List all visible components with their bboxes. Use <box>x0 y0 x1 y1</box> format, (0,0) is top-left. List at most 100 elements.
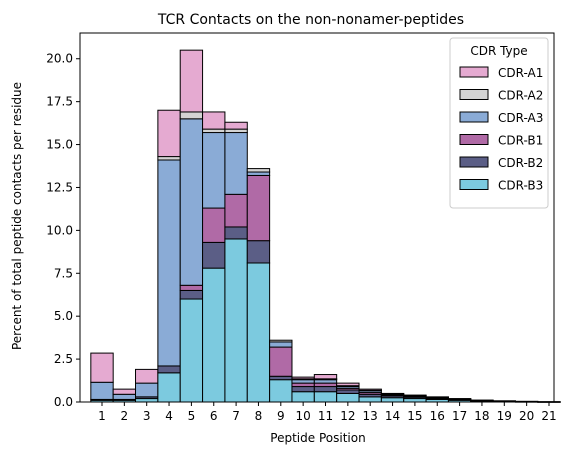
y-tick-label: 10.0 <box>46 223 73 237</box>
bar-cdr-b3-pos-8 <box>246 262 271 403</box>
bar-cdr-a2-pos-4 <box>157 156 181 161</box>
x-tick-label: 12 <box>340 409 355 423</box>
x-tick-label: 18 <box>474 409 489 423</box>
bar-cdr-a1-pos-14 <box>380 392 405 395</box>
bar-cdr-a3-pos-8 <box>246 171 271 176</box>
bar-cdr-b3-pos-13 <box>358 396 382 403</box>
bar-cdr-a3-pos-3 <box>135 382 159 398</box>
bar-cdr-a3-pos-18 <box>470 399 494 402</box>
y-tick-label: 0.0 <box>54 395 73 409</box>
legend-swatch-cdr-a2 <box>459 89 489 100</box>
x-tick-label: 20 <box>519 409 534 423</box>
x-tick-label: 6 <box>210 409 218 423</box>
bar-cdr-b3-pos-4 <box>157 372 181 403</box>
bars-group <box>90 49 561 403</box>
bar-cdr-b1-pos-6 <box>202 207 226 243</box>
bar-cdr-b3-pos-9 <box>269 379 293 403</box>
axes-group: 0.02.55.07.510.012.515.017.520.01 2 3 4 5 6 7 8… <box>46 32 557 423</box>
y-tick-label: 17.5 <box>46 95 73 109</box>
bar-cdr-b2-pos-11 <box>313 386 338 393</box>
bar-cdr-a3-pos-4 <box>157 159 181 367</box>
bar-cdr-a1-pos-6 <box>202 111 226 130</box>
legend-label-cdr-a3: CDR-A3 <box>498 111 543 125</box>
legend-label-cdr-a1: CDR-A1 <box>498 66 543 80</box>
x-tick-label: 15 <box>407 409 422 423</box>
bar-cdr-a3-pos-1 <box>90 381 114 400</box>
bar-cdr-b2-pos-4 <box>157 365 181 374</box>
legend-label-cdr-b2: CDR-B2 <box>498 156 543 170</box>
bar-cdr-a1-pos-1 <box>90 352 114 383</box>
bar-cdr-a1-pos-11 <box>313 374 338 380</box>
bar-cdr-b1-pos-10 <box>291 382 315 388</box>
legend: CDR Type CDR-A1 CDR-A2 CDR-A3 CDR-B1 CDR-B2 CD… <box>449 37 549 209</box>
y-tick-label: 15.0 <box>46 138 73 152</box>
bar-cdr-a1-pos-15 <box>403 394 427 397</box>
bar-cdr-a1-pos-4 <box>157 109 181 158</box>
y-tick-label: 5.0 <box>54 309 73 323</box>
bar-cdr-b3-pos-5 <box>179 298 204 403</box>
bar-cdr-a1-pos-5 <box>179 49 204 113</box>
x-tick-label: 19 <box>497 409 512 423</box>
bar-cdr-b2-pos-8 <box>246 240 271 264</box>
bar-cdr-a3-pos-6 <box>202 132 226 209</box>
x-tick-label: 21 <box>541 409 556 423</box>
y-axis-label: Percent of total peptide contacts per re… <box>10 82 24 350</box>
bar-cdr-a3-pos-19 <box>492 400 516 402</box>
bar-cdr-a1-pos-3 <box>135 368 159 384</box>
bar-cdr-a1-pos-2 <box>112 388 137 395</box>
bar-cdr-a2-pos-6 <box>202 128 226 134</box>
plot-frame <box>79 32 555 403</box>
x-axis-label: Peptide Position <box>270 431 365 445</box>
bar-cdr-b1-pos-5 <box>179 284 204 291</box>
x-tick-label: 13 <box>363 409 378 423</box>
bar-cdr-b3-pos-6 <box>202 267 226 403</box>
bar-cdr-b3-pos-7 <box>224 238 248 403</box>
bar-cdr-a2-pos-5 <box>179 111 204 120</box>
bar-cdr-b3-pos-12 <box>336 392 360 403</box>
x-tick-label: 1 <box>98 409 106 423</box>
x-tick-label: 9 <box>277 409 285 423</box>
x-tick-label: 7 <box>232 409 240 423</box>
bar-cdr-a3-pos-9 <box>269 341 293 348</box>
bar-cdr-a3-pos-17 <box>447 398 472 400</box>
legend-label-cdr-b3: CDR-B3 <box>498 179 543 193</box>
x-tick-label: 14 <box>385 409 400 423</box>
x-tick-label: 10 <box>296 409 311 423</box>
x-tick-label: 16 <box>430 409 445 423</box>
bar-cdr-a1-pos-13 <box>358 388 382 391</box>
x-tick-label: 5 <box>188 409 196 423</box>
bar-cdr-a3-pos-5 <box>179 118 204 286</box>
legend-swatch-cdr-b2 <box>459 156 489 168</box>
bar-cdr-b3-pos-15 <box>403 398 427 403</box>
legend-title: CDR Type <box>470 44 527 58</box>
bar-cdr-b3-pos-3 <box>135 398 159 403</box>
x-tick-label: 8 <box>255 409 263 423</box>
y-tick-label: 20.0 <box>46 52 73 66</box>
bar-cdr-b1-pos-8 <box>246 174 271 242</box>
bar-cdr-a1-pos-7 <box>224 121 248 130</box>
bar-cdr-a3-pos-7 <box>224 132 248 195</box>
bar-cdr-a3-pos-11 <box>313 379 338 384</box>
bar-cdr-b2-pos-10 <box>291 386 315 393</box>
bar-cdr-a2-pos-9 <box>269 339 293 343</box>
bar-cdr-b3-pos-10 <box>291 391 315 403</box>
y-tick-label: 7.5 <box>54 266 73 280</box>
bar-cdr-b1-pos-9 <box>269 346 293 377</box>
bar-cdr-b2-pos-5 <box>179 289 204 300</box>
x-tick-label: 4 <box>165 409 173 423</box>
legend-swatch-cdr-a3 <box>459 111 489 123</box>
bar-cdr-a3-pos-2 <box>112 393 137 400</box>
y-tick-label: 12.5 <box>46 180 73 194</box>
x-tick-label: 11 <box>318 409 333 423</box>
bar-cdr-b3-pos-14 <box>380 397 405 403</box>
bar-cdr-a1-pos-12 <box>336 382 360 387</box>
bar-cdr-b1-pos-11 <box>313 382 338 388</box>
legend-swatch-cdr-a1 <box>459 66 489 78</box>
bar-cdr-a1-pos-10 <box>291 376 315 380</box>
x-tick-label: 17 <box>452 409 467 423</box>
legend-label-cdr-a2: CDR-A2 <box>498 89 543 103</box>
bar-cdr-b2-pos-7 <box>224 226 248 240</box>
bar-cdr-b2-pos-12 <box>336 389 360 394</box>
y-tick-label: 2.5 <box>54 352 73 366</box>
